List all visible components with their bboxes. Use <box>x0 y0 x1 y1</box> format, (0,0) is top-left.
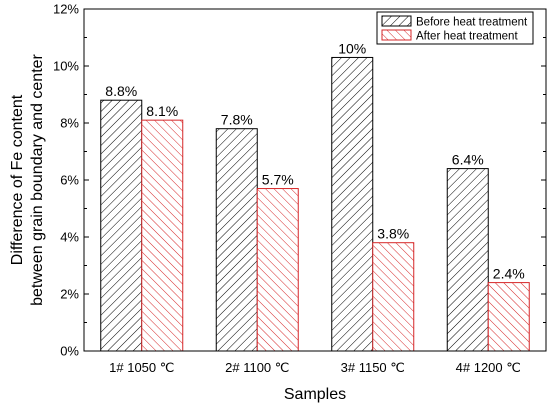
y-tick-label: 8% <box>60 116 79 131</box>
data-label-before-3: 10% <box>338 40 366 56</box>
data-label-before-2: 7.8% <box>221 112 253 128</box>
y-tick-label: 6% <box>60 173 79 188</box>
data-labels: 8.8% 8.1% 7.8% 5.7% 10% 3.8% 6.4% 2.4% <box>105 40 524 281</box>
bar-after-2 <box>256 188 299 352</box>
data-label-after-2: 5.7% <box>262 172 294 188</box>
plot-area-frame <box>83 8 547 352</box>
data-label-after-3: 3.8% <box>377 226 409 242</box>
bar-before-3 <box>331 56 374 352</box>
bar-after-1 <box>141 119 184 352</box>
y-tick-label: 12% <box>53 2 79 17</box>
bar-before-2 <box>215 128 258 352</box>
data-label-after-4: 2.4% <box>493 266 525 282</box>
y-axis-ticks: 0% 2% 4% 6% 8% 10% 12% <box>53 2 546 359</box>
y-axis-title-line-2: between grain boundary and center <box>29 53 46 305</box>
data-label-after-1: 8.1% <box>146 103 178 119</box>
x-tick-label: 2# 1100 ℃ <box>225 360 289 375</box>
x-axis-title: Samples <box>284 386 346 403</box>
bars <box>100 56 530 352</box>
legend-swatch-2 <box>381 29 412 41</box>
x-tick-label: 3# 1150 ℃ <box>341 360 405 375</box>
y-axis-title: Difference of Fe content between grain b… <box>9 53 46 305</box>
legend-label-1: Before heat treatment <box>416 17 528 29</box>
legend: Before heat treatment After heat treatmen… <box>376 11 534 45</box>
bar-before-4 <box>446 168 489 352</box>
y-tick-label: 0% <box>60 344 79 359</box>
legend-label-2: After heat treatment <box>416 31 518 43</box>
data-label-before-4: 6.4% <box>452 152 484 168</box>
y-axis-title-line-1: Difference of Fe content <box>9 94 26 265</box>
x-tick-label: 1# 1050 ℃ <box>109 360 174 375</box>
bar-before-1 <box>100 99 143 352</box>
data-label-before-1: 8.8% <box>105 83 137 99</box>
legend-swatch-1 <box>381 15 412 27</box>
y-tick-label: 4% <box>60 230 79 245</box>
bar-after-3 <box>372 242 415 352</box>
bar-after-4 <box>487 282 530 352</box>
x-axis-ticks: 1# 1050 ℃ 2# 1100 ℃ 3# 1150 ℃ 4# 1200 ℃ <box>109 346 521 375</box>
y-tick-label: 10% <box>53 59 79 74</box>
y-tick-label: 2% <box>60 287 79 302</box>
x-tick-label: 4# 1200 ℃ <box>456 360 521 375</box>
